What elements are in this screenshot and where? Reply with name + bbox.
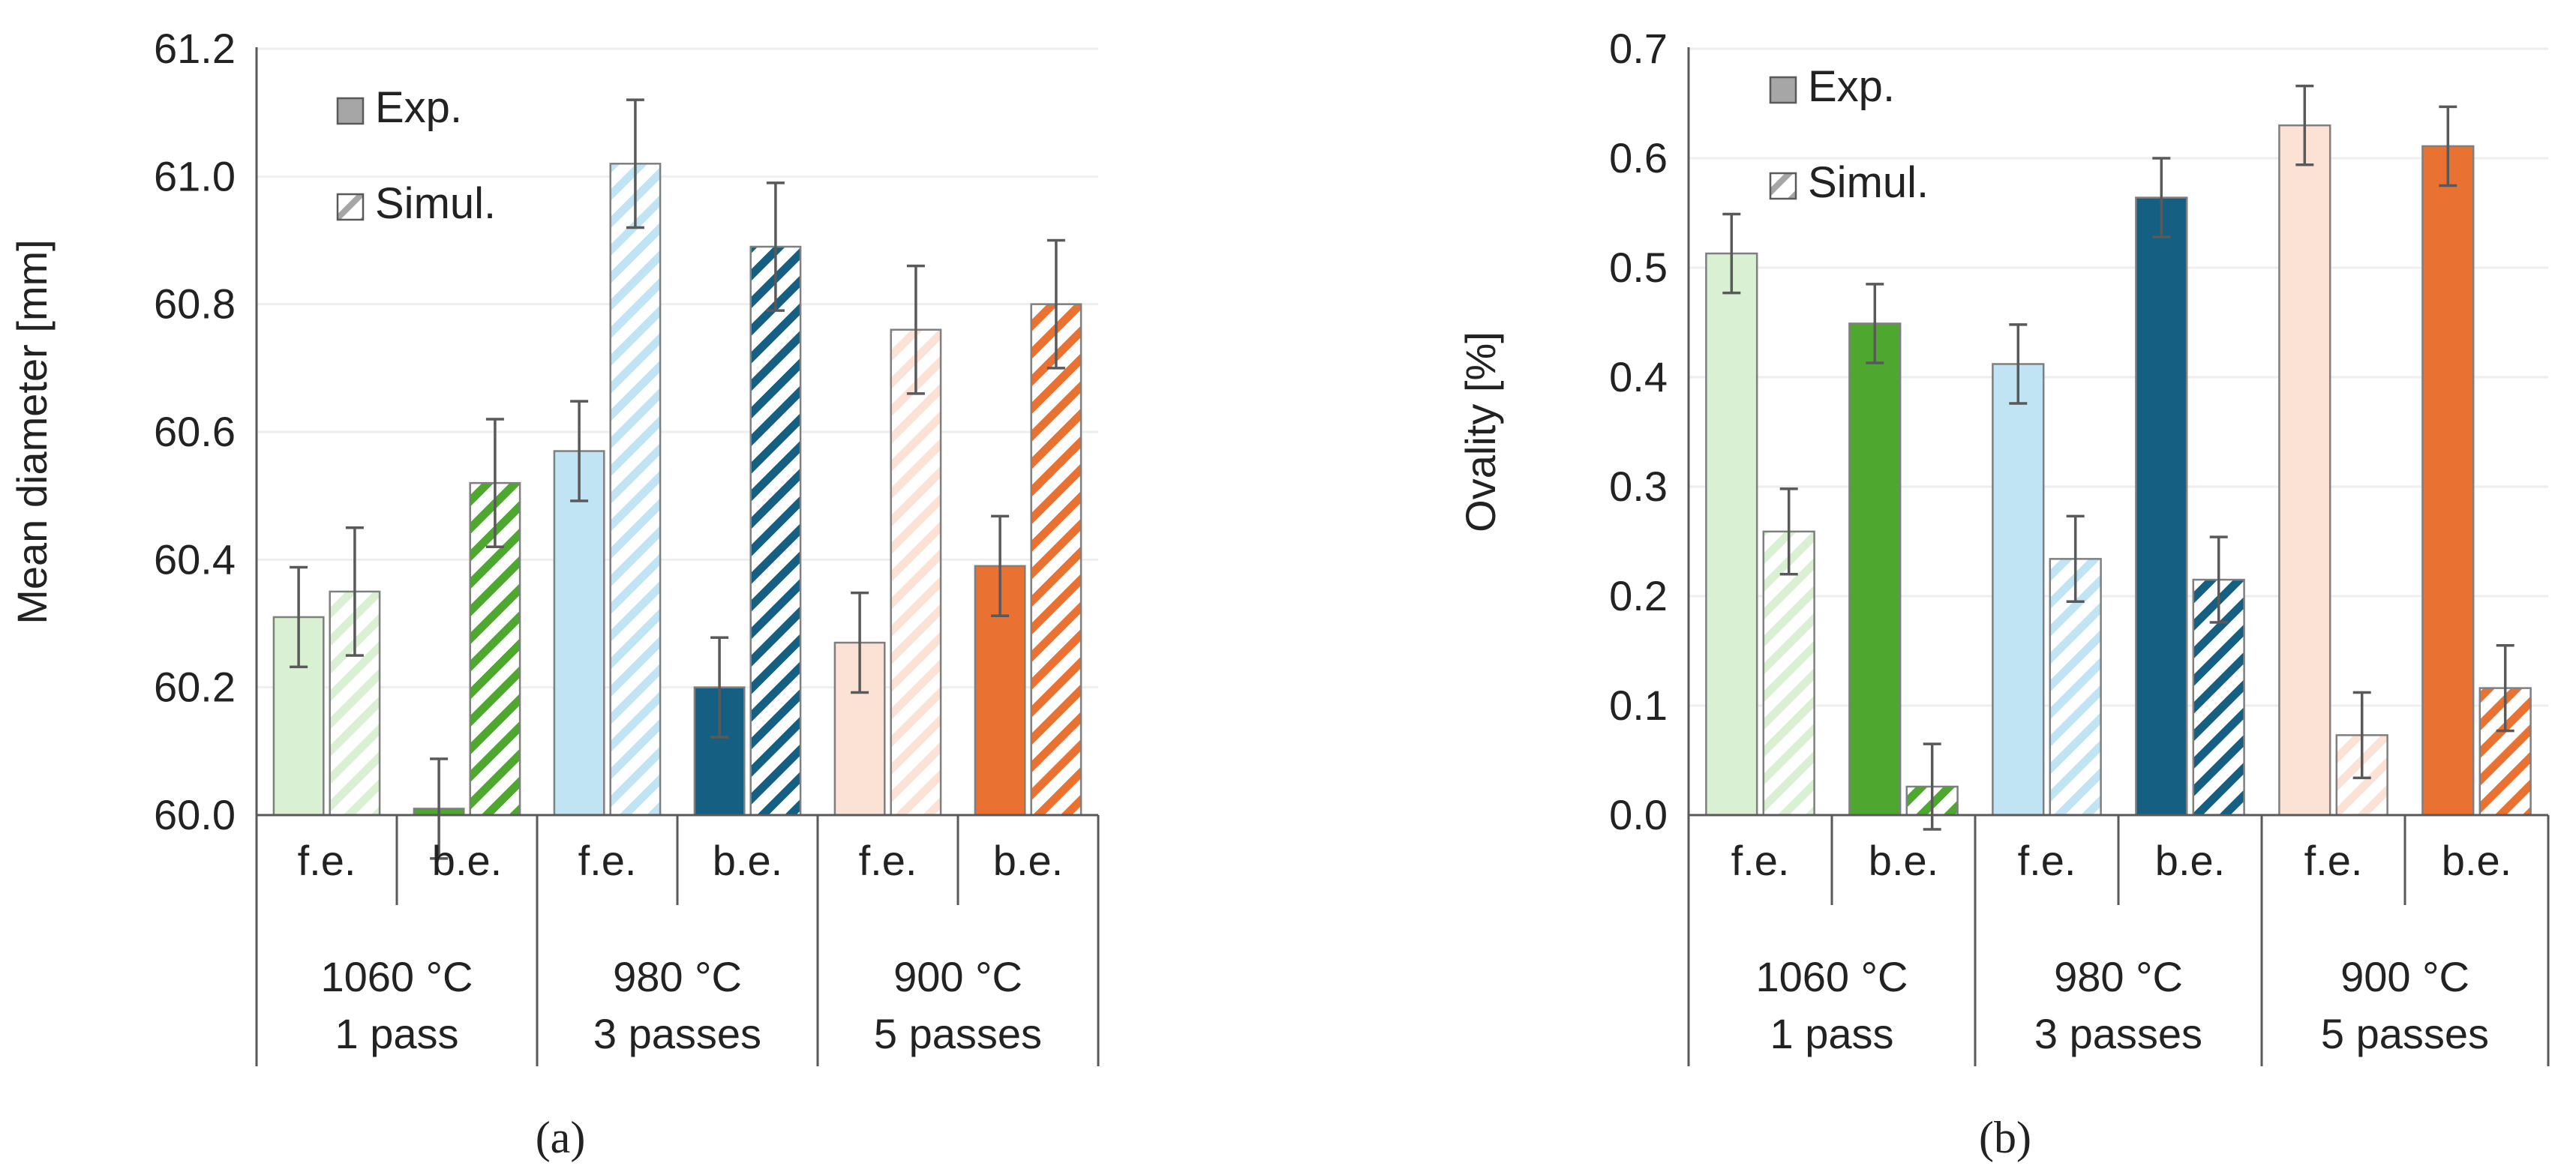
y-axis-title: Ovality [%] [1457,331,1504,532]
x-group-sublabel: 3 passes [2034,1010,2202,1057]
x-tick-label: b.e. [2442,837,2511,884]
y-tick-label: 61.2 [154,25,236,72]
x-tick-label: b.e. [713,837,782,884]
x-group-label: 900 °C [2340,953,2469,1000]
bar-exp-1 [1705,252,1758,817]
x-tick-label: f.e. [1731,837,1790,884]
x-tick-label: f.e. [2304,837,2363,884]
bar-exp-6 [2421,145,2475,817]
legend-swatch-simul [336,193,365,221]
x-group-label: 1060 °C [1756,953,1908,1000]
y-tick-label: 0.0 [1609,791,1668,838]
legend-swatch-simul [1769,172,1797,200]
panel-caption: (a) [536,1113,586,1162]
x-group-label: 980 °C [2054,953,2183,1000]
x-group-sublabel: 3 passes [593,1010,761,1057]
x-group-label: 900 °C [893,953,1022,1000]
y-tick-label: 60.4 [154,535,236,583]
y-axis-title: Mean diameter [mm] [8,239,56,625]
bar-exp-5 [2278,124,2331,817]
bar-simul-5 [890,328,942,817]
y-tick-label: 0.1 [1609,682,1668,729]
legend-label-exp: Exp. [1808,62,1895,111]
y-tick-label: 0.5 [1609,244,1668,291]
x-tick-label: f.e. [298,837,356,884]
x-tick-label: b.e. [993,837,1063,884]
y-tick-label: 60.6 [154,408,236,455]
bar-exp-3 [1992,363,2045,817]
y-tick-label: 60.2 [154,664,236,711]
y-tick-label: 60.0 [154,791,236,838]
chart-panel-a: 60.0 60.2 60.4 60.6 60.8 61.0 61.2 Mean diamete… [8,25,1100,1162]
chart-panel-b: 0.0 0.1 0.2 0.3 0.4 0.5 0.6 0.7 Ovality [%] f.e. b… [1457,25,2550,1162]
bar-exp-3 [553,450,605,817]
x-tick-label: f.e. [578,837,637,884]
x-tick-label: f.e. [2018,837,2076,884]
x-group-sublabel: 1 pass [335,1010,459,1057]
bar-simul-4 [749,245,802,817]
y-tick-label: 60.8 [154,280,236,328]
legend-label-simul: Simul. [375,179,496,228]
x-tick-label: f.e. [859,837,917,884]
y-tick-label: 0.6 [1609,134,1668,181]
x-group-sublabel: 5 passes [2321,1010,2489,1057]
panel-caption: (b) [1979,1113,2031,1162]
legend-label-exp: Exp. [375,83,462,132]
bar-simul-1 [1762,530,1815,817]
x-tick-label: b.e. [432,837,502,884]
y-tick-label: 0.2 [1609,572,1668,619]
y-tick-label: 61.0 [154,152,236,199]
x-group-sublabel: 5 passes [874,1010,1042,1057]
y-tick-label: 0.4 [1609,353,1668,400]
y-tick-label: 0.3 [1609,463,1668,510]
bar-simul-6 [1030,303,1082,817]
x-tick-label: b.e. [2155,837,2225,884]
legend-swatch-exp [336,97,365,125]
bar-exp-4 [2135,196,2188,817]
bar-exp-2 [1848,322,1902,817]
x-tick-label: b.e. [1869,837,1938,884]
x-group-label: 980 °C [613,953,742,1000]
legend-swatch-exp [1769,76,1797,104]
bar-exp-5 [833,641,886,817]
x-group-sublabel: 1 pass [1770,1010,1894,1057]
x-group-label: 1060 °C [321,953,473,1000]
legend-label-simul: Simul. [1808,158,1929,207]
bar-simul-3 [609,163,662,817]
y-tick-label: 0.7 [1609,25,1668,72]
